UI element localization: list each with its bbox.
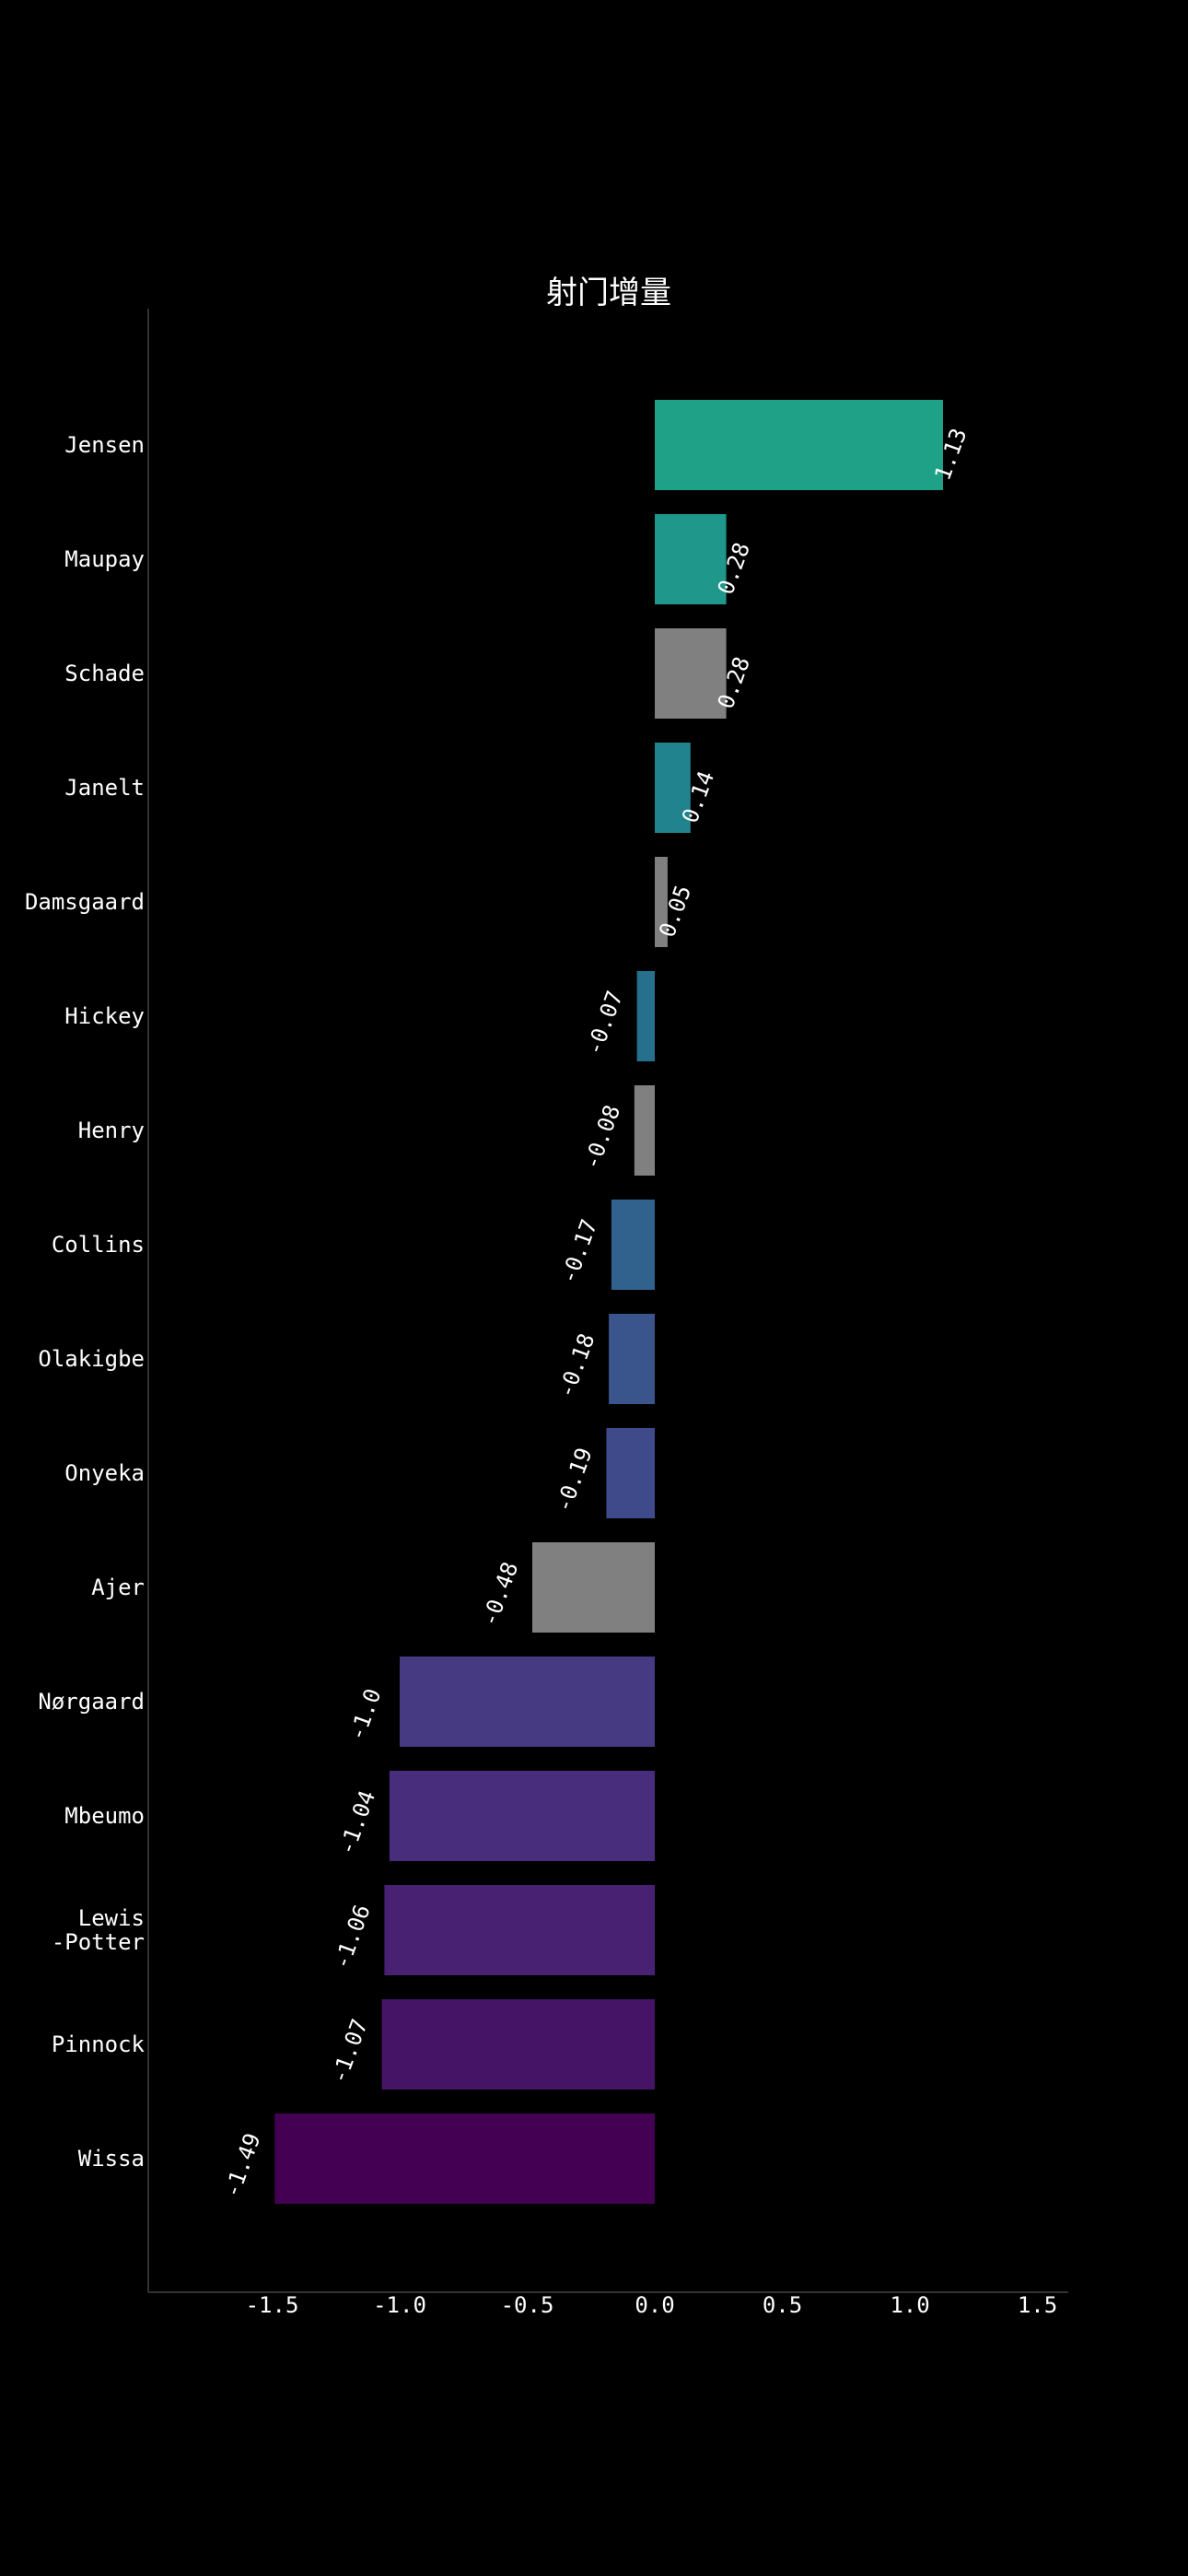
category-label: Collins	[52, 1232, 145, 1258]
category-label-line: Onyeka	[64, 1460, 145, 1486]
category-label: Lewis -Potter	[52, 1905, 145, 1955]
category-label: Janelt	[64, 775, 145, 801]
x-tick-label: 1.5	[1018, 2292, 1057, 2318]
category-label-line: Nørgaard	[38, 1689, 145, 1715]
bar-value-label: -1.06	[329, 1902, 376, 1973]
category-label-line: Collins	[52, 1232, 145, 1258]
bar-value-label: -0.18	[553, 1330, 600, 1401]
category-label-line: Jensen	[64, 432, 145, 458]
bar-maupay	[655, 514, 727, 604]
category-label: Ajer	[91, 1575, 145, 1600]
category-label: Schade	[64, 661, 145, 686]
chart-title: 射门增量	[546, 275, 671, 311]
category-label: Mbeumo	[64, 1803, 145, 1829]
category-label-line: Damsgaard	[25, 889, 145, 915]
category-label: Maupay	[64, 546, 145, 572]
bar-value-label: -0.07	[581, 988, 628, 1059]
bar-wissa	[274, 2113, 655, 2204]
category-label-line: Hickey	[64, 1003, 145, 1029]
bar-value-label: -1.07	[326, 2016, 373, 2087]
category-label-line: Pinnock	[52, 2032, 146, 2057]
bar-damsgaard	[655, 857, 668, 947]
x-tick-label: 0.0	[635, 2292, 674, 2318]
bar-value-label: -1.0	[344, 1685, 386, 1744]
bar-mbeumo	[389, 1771, 655, 1861]
category-label-line: Olakigbe	[38, 1346, 145, 1372]
bar-value-label: -0.08	[578, 1102, 625, 1173]
x-tick-label: -1.5	[246, 2292, 299, 2318]
bars-layer	[274, 400, 943, 2204]
category-label-line: Janelt	[64, 775, 145, 801]
category-label: Hickey	[64, 1003, 145, 1029]
category-label: Onyeka	[64, 1460, 145, 1486]
category-label: Nørgaard	[38, 1689, 145, 1715]
bar-henry	[634, 1085, 655, 1176]
bar-jensen	[655, 400, 943, 490]
category-label: Henry	[78, 1118, 145, 1143]
x-tick-label: 0.5	[763, 2292, 802, 2318]
category-label-line: Maupay	[64, 546, 145, 572]
bar-pinnock	[381, 1999, 655, 2090]
category-label: Wissa	[78, 2146, 145, 2172]
category-label-line: -Potter	[52, 1929, 145, 1955]
category-label: Damsgaard	[25, 889, 145, 915]
x-tick-labels: -1.5 -1.0 -0.5 0.0 0.5 1.0 1.5	[246, 2292, 1058, 2318]
bar-value-label: -0.17	[555, 1216, 602, 1287]
category-label-line: Ajer	[91, 1575, 145, 1600]
category-label: Olakigbe	[38, 1346, 145, 1372]
bar-schade	[655, 628, 727, 719]
bar-ajer	[532, 1542, 655, 1633]
x-tick-label: -1.0	[373, 2292, 426, 2318]
bar-olakigbe	[609, 1314, 655, 1404]
category-labels-layer: Jensen Maupay Schade Janelt Damsgaard Hickey H…	[25, 432, 146, 2172]
bar-janelt	[655, 743, 691, 833]
x-tick-label: -0.5	[501, 2292, 554, 2318]
category-label-line: Lewis	[78, 1905, 145, 1931]
bar-nørgaard	[400, 1657, 655, 1747]
category-label-line: Schade	[64, 661, 145, 686]
x-tick-label: 1.0	[890, 2292, 929, 2318]
bar-onyeka	[606, 1428, 655, 1518]
bar-value-label: -1.04	[333, 1787, 380, 1858]
bar-value-label: -0.48	[476, 1559, 523, 1630]
category-label: Pinnock	[52, 2032, 146, 2057]
bar-hickey	[636, 971, 655, 1061]
category-label: Jensen	[64, 432, 145, 458]
bar-lewis-potter	[384, 1885, 655, 1975]
category-label-line: Wissa	[78, 2146, 145, 2172]
bar-value-label: -1.49	[219, 2130, 266, 2201]
category-label-line: Henry	[78, 1118, 145, 1143]
bar-value-label: -0.19	[551, 1445, 598, 1516]
bar-collins	[611, 1200, 655, 1290]
category-label-line: Mbeumo	[64, 1803, 145, 1829]
